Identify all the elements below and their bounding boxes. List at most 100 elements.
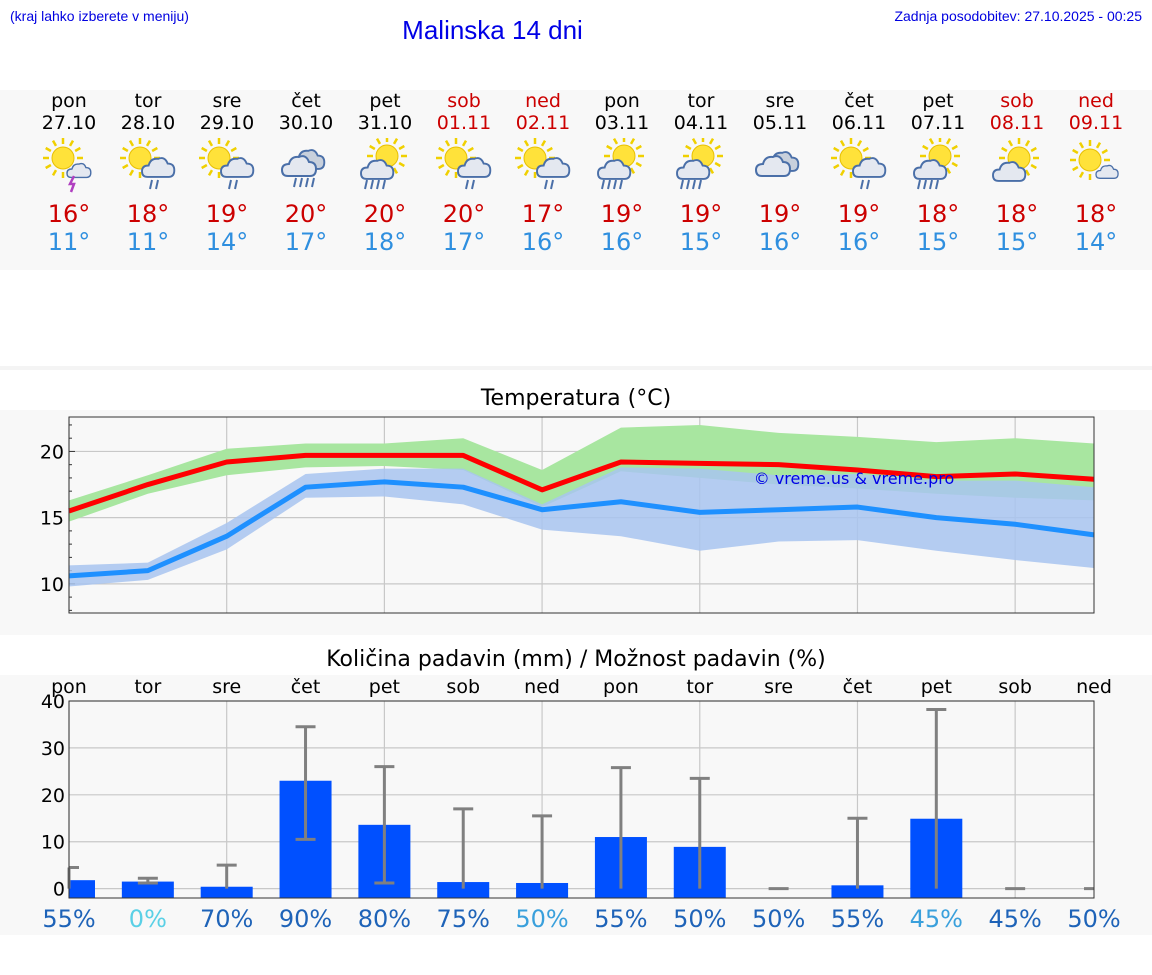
day-column: ned 09.11 18° 14° <box>1056 90 1136 256</box>
day-name: sob <box>1000 90 1034 112</box>
prec-day-label: ned <box>524 676 560 698</box>
prec-probability: 80% <box>358 905 411 933</box>
min-temperature: 16° <box>758 228 802 256</box>
prec-bar <box>121 881 174 898</box>
temp-min-band <box>69 467 1094 587</box>
sun-cloud-rain-icon <box>199 138 255 190</box>
day-name: tor <box>687 90 715 112</box>
prec-probability: 45% <box>988 905 1041 933</box>
prec-ytick-label: 20 <box>41 785 65 807</box>
prec-bar <box>831 885 884 898</box>
prec-probability: 70% <box>200 905 253 933</box>
max-temperature: 19° <box>837 200 881 228</box>
max-temperature: 18° <box>916 200 960 228</box>
prec-probability: 50% <box>752 905 805 933</box>
max-temperature: 20° <box>284 200 328 228</box>
sun-cloud-thunder-icon <box>43 138 92 193</box>
min-temperature: 16° <box>521 228 565 256</box>
min-temperature: 16° <box>600 228 644 256</box>
location-hint: (kraj lahko izberete v meniju) <box>10 8 189 24</box>
prec-probability: 50% <box>1067 905 1120 933</box>
day-column: sob 01.11 20° 17° <box>424 90 504 256</box>
temp-plot-frame <box>68 416 1095 614</box>
day-name: sob <box>447 90 481 112</box>
daily-forecast-strip: pon 27.10 16° 11° tor 28.10 18° 11° sre 29.10 19° 1… <box>0 90 1152 270</box>
sun-cloud-rain-icon <box>831 138 887 190</box>
sun-small-cloud-icon <box>1070 140 1119 180</box>
cloud-icon <box>754 151 800 177</box>
prec-probability: 55% <box>42 905 95 933</box>
prec-probability: 75% <box>437 905 490 933</box>
prec-bar <box>437 882 490 898</box>
day-column: pet 31.10 20° 18° <box>345 90 425 256</box>
day-column: sob 08.11 18° 15° <box>977 90 1057 256</box>
prec-ytick-label: 0 <box>53 879 65 901</box>
prec-probability: 45% <box>910 905 963 933</box>
sun-cloud-rain-icon <box>436 138 492 190</box>
max-temperature: 18° <box>1074 200 1118 228</box>
temp-min-line <box>68 479 1095 579</box>
max-temperature: 20° <box>363 200 407 228</box>
day-name: čet <box>291 90 321 112</box>
min-temperature: 11° <box>47 228 91 256</box>
max-temperature: 18° <box>995 200 1039 228</box>
day-date: 06.11 <box>831 112 887 134</box>
day-column: čet 06.11 19° 16° <box>819 90 899 256</box>
sun-cloud-heavy-rain-icon <box>360 138 407 190</box>
max-temperature: 19° <box>600 200 644 228</box>
prec-day-label: tor <box>686 676 713 698</box>
cloud-heavy-rain-icon <box>280 149 326 188</box>
day-name: ned <box>525 90 561 112</box>
day-column: tor 04.11 19° 15° <box>661 90 741 256</box>
min-temperature: 17° <box>442 228 486 256</box>
day-date: 28.10 <box>120 112 176 134</box>
day-column: čet 30.10 20° 17° <box>266 90 346 256</box>
page-title: Malinska 14 dni <box>402 15 583 45</box>
day-date: 02.11 <box>515 112 571 134</box>
day-column: tor 28.10 18° 11° <box>108 90 188 256</box>
min-temperature: 15° <box>679 228 723 256</box>
max-temperature: 16° <box>47 200 91 228</box>
prec-bar <box>69 880 95 898</box>
prec-day-label: sre <box>212 676 241 698</box>
temperature-chart-title: Temperatura (°C) <box>480 386 672 411</box>
day-date: 05.11 <box>752 112 808 134</box>
sun-cloud-heavy-rain-icon <box>597 138 644 190</box>
day-date: 29.10 <box>199 112 255 134</box>
prec-probability: 90% <box>279 905 332 933</box>
max-temperature: 19° <box>758 200 802 228</box>
max-temperature: 19° <box>679 200 723 228</box>
day-column: sre 05.11 19° 16° <box>740 90 820 256</box>
prec-day-label: pet <box>921 676 952 698</box>
day-name: čet <box>844 90 874 112</box>
day-name: pon <box>604 90 640 112</box>
min-temperature: 15° <box>916 228 960 256</box>
temp-ytick-label: 10 <box>40 574 64 596</box>
prec-probability: 0% <box>129 905 167 933</box>
prec-day-label: pon <box>603 676 639 698</box>
day-date: 07.11 <box>910 112 966 134</box>
sun-cloud-rain-icon <box>515 138 571 190</box>
prec-ytick-label: 10 <box>41 832 65 854</box>
day-date: 04.11 <box>673 112 729 134</box>
max-temperature: 18° <box>126 200 170 228</box>
day-name: pet <box>922 90 954 112</box>
temperature-chart: 10 15 20 © vreme.us & vreme.pro <box>40 416 1095 614</box>
prec-day-label: čet <box>843 676 873 698</box>
sun-cloud-heavy-rain-icon <box>913 138 960 190</box>
min-temperature: 11° <box>126 228 170 256</box>
divider <box>0 366 1152 370</box>
day-column: pon 03.11 19° 16° <box>582 90 662 256</box>
max-temperature: 19° <box>205 200 249 228</box>
prec-day-label: pon <box>51 676 87 698</box>
day-name: sre <box>765 90 795 112</box>
max-temperature: 17° <box>521 200 565 228</box>
prec-probability: 50% <box>673 905 726 933</box>
sun-cloud-rain-icon <box>120 138 176 190</box>
min-temperature: 16° <box>837 228 881 256</box>
day-name: tor <box>134 90 162 112</box>
prec-plot-frame <box>68 700 1095 899</box>
day-date: 27.10 <box>41 112 97 134</box>
day-name: sre <box>212 90 242 112</box>
day-column: ned 02.11 17° 16° <box>503 90 583 256</box>
